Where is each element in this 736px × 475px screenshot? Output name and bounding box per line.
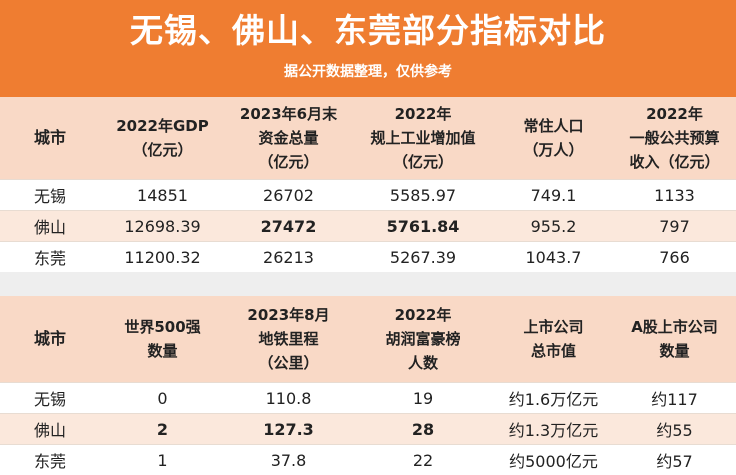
value-cell: 12698.39 (100, 211, 225, 242)
value-cell: 797 (613, 211, 736, 242)
column-header-line: 规上工业增加值 (352, 126, 494, 150)
value-cell: 1043.7 (494, 242, 613, 273)
value-cell: 22 (352, 445, 494, 475)
value-cell: 27472 (225, 211, 352, 242)
column-header: 2023年8月地铁里程（公里） (225, 296, 352, 383)
value-cell: 19 (352, 383, 494, 414)
column-header-line: （亿元） (225, 150, 352, 174)
value-cell: 0 (100, 383, 225, 414)
column-header-line: 一般公共预算 (613, 126, 736, 150)
column-header-line: 人数 (352, 351, 494, 375)
column-header: 城市 (0, 97, 100, 180)
column-header: 常住人口（万人） (494, 97, 613, 180)
value-cell: 5267.39 (352, 242, 494, 273)
column-header-line: 2022年 (352, 303, 494, 327)
value-cell: 110.8 (225, 383, 352, 414)
section-divider (0, 272, 736, 296)
city-cell: 东莞 (0, 445, 100, 475)
column-header: 2022年胡润富豪榜人数 (352, 296, 494, 383)
column-header-line: 2023年8月 (225, 303, 352, 327)
column-header-line: 数量 (613, 339, 736, 363)
value-cell: 28 (352, 414, 494, 445)
column-header-line: 2022年 (352, 102, 494, 126)
column-header-line: （亿元） (100, 138, 225, 162)
column-header-line: 胡润富豪榜 (352, 327, 494, 351)
column-header-line: 收入（亿元） (613, 150, 736, 174)
column-header-line: 2022年 (613, 102, 736, 126)
value-cell: 约57 (613, 445, 736, 475)
column-header-line: （亿元） (352, 150, 494, 174)
column-header-line: 数量 (100, 339, 225, 363)
value-cell: 766 (613, 242, 736, 273)
column-header-line: 世界500强 (100, 315, 225, 339)
value-cell: 11200.32 (100, 242, 225, 273)
value-cell: 26702 (225, 180, 352, 211)
value-cell: 1133 (613, 180, 736, 211)
city-cell: 佛山 (0, 211, 100, 242)
value-cell: 5585.97 (352, 180, 494, 211)
page-title: 无锡、佛山、东莞部分指标对比 (0, 0, 736, 47)
value-cell: 5761.84 (352, 211, 494, 242)
column-header: A股上市公司数量 (613, 296, 736, 383)
value-cell: 约117 (613, 383, 736, 414)
value-cell: 14851 (100, 180, 225, 211)
value-cell: 约5000亿元 (494, 445, 613, 475)
column-header-line: 上市公司 (494, 315, 613, 339)
column-header-line: 2023年6月末 (225, 102, 352, 126)
table-gap (0, 272, 736, 296)
column-header: 城市 (0, 296, 100, 383)
column-header-line: 资金总量 (225, 126, 352, 150)
column-header: 上市公司总市值 (494, 296, 613, 383)
column-header: 2022年一般公共预算收入（亿元） (613, 97, 736, 180)
value-cell: 2 (100, 414, 225, 445)
column-header: 2023年6月末资金总量（亿元） (225, 97, 352, 180)
column-header-line: 地铁里程 (225, 327, 352, 351)
column-header-line: 总市值 (494, 339, 613, 363)
page-subtitle: 据公开数据整理，仅供参考 (0, 64, 736, 80)
city-cell: 无锡 (0, 180, 100, 211)
column-header: 2022年GDP（亿元） (100, 97, 225, 180)
column-header-line: A股上市公司 (613, 315, 736, 339)
value-cell: 26213 (225, 242, 352, 273)
value-cell: 约1.3万亿元 (494, 414, 613, 445)
city-cell: 佛山 (0, 414, 100, 445)
column-header-line: 城市 (0, 327, 100, 351)
value-cell: 37.8 (225, 445, 352, 475)
column-header-line: 2022年GDP (100, 114, 225, 138)
value-cell: 127.3 (225, 414, 352, 445)
city-cell: 无锡 (0, 383, 100, 414)
city-cell: 东莞 (0, 242, 100, 273)
column-header-line: （公里） (225, 351, 352, 375)
column-header: 世界500强数量 (100, 296, 225, 383)
page-header: 无锡、佛山、东莞部分指标对比 据公开数据整理，仅供参考 (0, 0, 736, 97)
value-cell: 约1.6万亿元 (494, 383, 613, 414)
value-cell: 955.2 (494, 211, 613, 242)
value-cell: 749.1 (494, 180, 613, 211)
column-header-line: （万人） (494, 138, 613, 162)
column-header: 2022年规上工业增加值（亿元） (352, 97, 494, 180)
column-header-line: 常住人口 (494, 114, 613, 138)
value-cell: 约55 (613, 414, 736, 445)
column-header-line: 城市 (0, 126, 100, 150)
value-cell: 1 (100, 445, 225, 475)
